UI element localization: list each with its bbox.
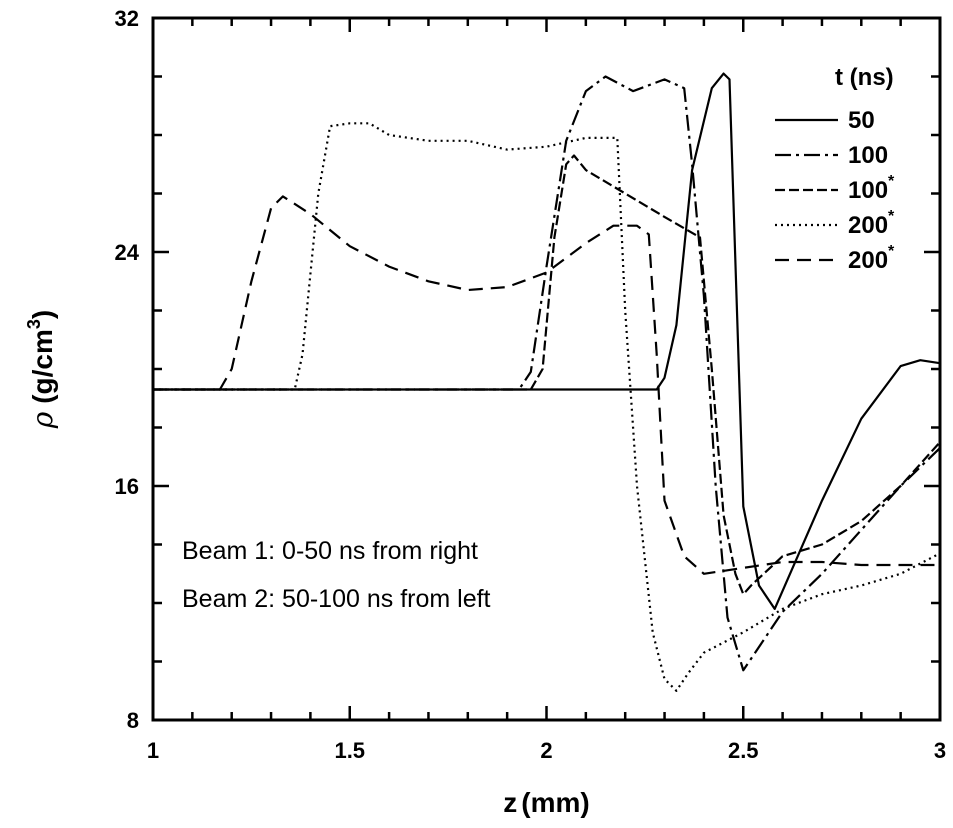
- annotation-beam-1: Beam 1: 0-50 ns from right: [182, 537, 478, 565]
- y-tick-label: 8: [127, 708, 139, 733]
- legend-label-0: 50: [848, 107, 875, 134]
- x-tick-label: 1.5: [334, 738, 365, 763]
- annotations: Beam 1: 0-50 ns from right Beam 2: 50-10…: [182, 537, 491, 613]
- legend-label-superscript: *: [888, 173, 895, 190]
- x-axis-unit: (mm): [521, 787, 589, 818]
- legend-label-text: 200: [848, 212, 888, 239]
- legend-label-text: 100: [848, 142, 888, 169]
- axis-tick-labels: 1 1.5 2 2.5 3 8 16 24 32: [115, 6, 947, 763]
- legend-label-text: 200: [848, 247, 888, 274]
- legend-label-superscript: *: [888, 243, 895, 260]
- y-axis-unit-close: ): [27, 310, 58, 319]
- series-line-4: [153, 195, 940, 575]
- data-series: [153, 72, 941, 692]
- y-tick-label: 24: [115, 240, 140, 265]
- x-tick-label: 2.5: [728, 738, 759, 763]
- y-tick-label: 16: [115, 474, 139, 499]
- y-axis-unit-superscript: 3: [24, 319, 44, 329]
- legend-label-3: 200*: [848, 208, 895, 239]
- x-tick-label: 2: [540, 738, 552, 763]
- axis-ticks: [151, 16, 942, 722]
- x-axis-variable: z: [503, 787, 517, 818]
- x-axis-title: z (mm): [503, 787, 589, 818]
- y-axis-symbol: ρ: [26, 411, 59, 429]
- annotation-beam-2: Beam 2: 50-100 ns from left: [182, 585, 491, 613]
- series-line-0: [153, 72, 941, 611]
- plot-frame: [151, 16, 942, 722]
- y-axis-title: ρ (g/cm3): [24, 310, 59, 430]
- legend-label-4: 200*: [848, 243, 895, 274]
- legend-label-text: 50: [848, 107, 875, 134]
- y-axis-unit: (g/cm: [27, 329, 58, 404]
- legend-title: t (ns): [835, 64, 894, 91]
- legend-label-1: 100: [848, 142, 888, 169]
- x-tick-label: 3: [934, 738, 946, 763]
- x-tick-label: 1: [147, 738, 159, 763]
- series-line-2: [153, 154, 941, 596]
- y-tick-label: 32: [115, 6, 139, 31]
- legend-label-superscript: *: [888, 208, 895, 225]
- legend-label-text: 100: [848, 177, 888, 204]
- series-line-3: [153, 122, 941, 692]
- legend-label-2: 100*: [848, 173, 895, 204]
- series-line-1: [153, 75, 941, 672]
